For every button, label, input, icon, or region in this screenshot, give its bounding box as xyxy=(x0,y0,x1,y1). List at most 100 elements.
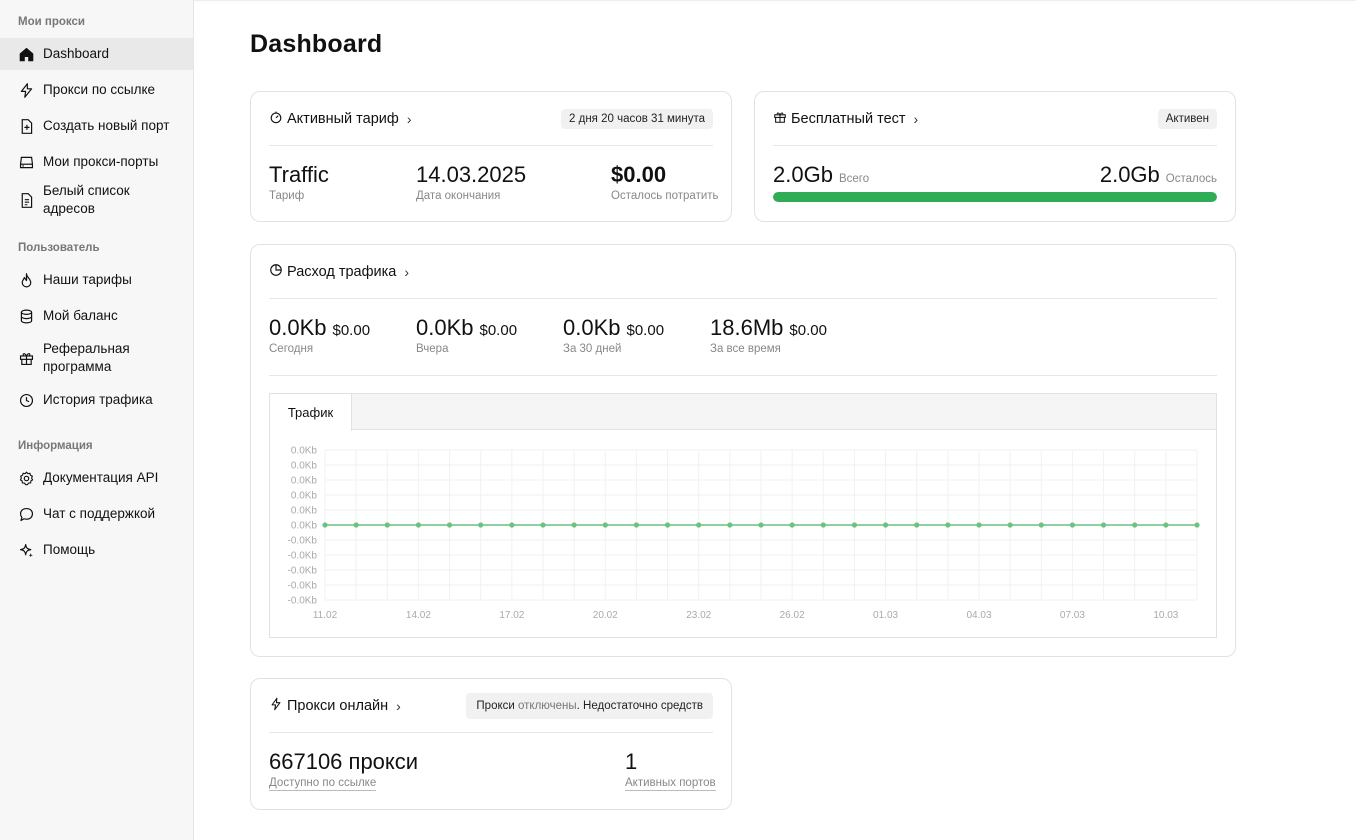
sidebar-item-my-ports[interactable]: Мои прокси-порты xyxy=(0,146,193,178)
sidebar-item-dashboard[interactable]: Dashboard xyxy=(0,38,193,70)
proxy-online-card: Прокси онлайн › Прокси отключены. Недост… xyxy=(250,678,732,810)
data-point xyxy=(914,522,920,528)
proxy-status-state: отключены xyxy=(518,699,577,712)
proxy-online-link[interactable]: Прокси онлайн › xyxy=(269,697,401,715)
tariff-end-date-stat: 14.03.2025 Дата окончания xyxy=(416,162,526,202)
proxy-status-badge: Прокси отключены. Недостаточно средств xyxy=(466,692,713,719)
traffic-stat-30-days: 0.0Kb $0.00 За 30 дней xyxy=(563,315,664,355)
data-point xyxy=(384,522,390,528)
data-point xyxy=(1163,522,1169,528)
active-tariff-card: Активный тариф › 2 дня 20 часов 31 минут… xyxy=(250,91,732,222)
sidebar-item-api-docs[interactable]: Документация API xyxy=(0,462,193,494)
sidebar-item-help[interactable]: Помощь xyxy=(0,534,193,566)
file-plus-icon xyxy=(18,118,35,135)
sidebar-item-label: Мой баланс xyxy=(43,308,118,323)
sidebar-item-label: Dashboard xyxy=(43,46,110,61)
sidebar-item-create-port[interactable]: Создать новый порт xyxy=(0,110,193,142)
traffic-line-chart: 0.0Kb 0.0Kb 0.0Kb 0.0Kb 0.0Kb 0.0Kb -0.0Kb -0.0… xyxy=(288,446,1200,621)
traffic-divider xyxy=(269,375,1217,376)
data-point xyxy=(1100,522,1107,528)
active-tariff-link[interactable]: Активный тариф › xyxy=(269,110,412,128)
sidebar-item-label: Создать новый порт xyxy=(43,118,170,133)
traffic-volume: 0.0Kb xyxy=(416,315,474,340)
sidebar-section-title: Пользователь xyxy=(18,242,100,254)
free-test-total: 2.0Gb xyxy=(773,162,833,187)
tariff-end-date-label: Дата окончания xyxy=(416,190,501,202)
chart-tab-bar: Трафик xyxy=(270,394,1216,431)
data-point xyxy=(1132,522,1138,528)
data-point xyxy=(820,522,826,528)
active-ports-stat: 1 Активных портов xyxy=(625,749,716,791)
data-point xyxy=(1069,522,1076,528)
x-tick-label: 07.03 xyxy=(1060,610,1085,621)
traffic-stat-yesterday: 0.0Kb $0.00 Вчера xyxy=(416,315,517,355)
y-tick-label: -0.0Kb xyxy=(288,566,318,577)
y-tick-label: 0.0Kb xyxy=(291,491,318,502)
x-tick-label: 20.02 xyxy=(593,610,618,621)
data-point xyxy=(696,522,702,528)
sidebar-item-traffic-history[interactable]: История трафика xyxy=(0,384,193,416)
sidebar-item-balance[interactable]: Мой баланс xyxy=(0,300,193,332)
data-point xyxy=(602,522,608,528)
data-point xyxy=(478,522,484,528)
sidebar-item-label: Наши тарифы xyxy=(43,272,132,287)
lightning-icon xyxy=(269,697,283,715)
free-test-total-label: Всего xyxy=(838,173,870,185)
drive-icon xyxy=(18,154,35,171)
chevron-right-icon: › xyxy=(406,110,412,127)
timer-icon xyxy=(269,110,283,128)
y-tick-label: -0.0Kb xyxy=(288,536,318,547)
data-point xyxy=(446,522,453,528)
active-ports-label[interactable]: Активных портов xyxy=(625,777,716,791)
free-test-left-stat: 2.0Gb Осталось xyxy=(1100,162,1217,188)
free-test-link[interactable]: Бесплатный тест › xyxy=(773,110,918,128)
y-tick-label: -0.0Kb xyxy=(288,596,318,607)
traffic-cost: $0.00 xyxy=(789,322,827,339)
x-tick-label: 17.02 xyxy=(499,610,524,621)
chat-icon xyxy=(18,506,35,523)
y-tick-label: 0.0Kb xyxy=(291,476,318,487)
data-point xyxy=(415,522,422,528)
tariff-remaining: $0.00 xyxy=(611,162,667,187)
x-tick-label: 14.02 xyxy=(406,610,431,621)
data-point xyxy=(633,522,640,528)
x-tick-label: 11.02 xyxy=(313,610,338,621)
home-icon xyxy=(18,46,35,63)
data-point xyxy=(976,522,982,528)
traffic-usage-link[interactable]: Расход трафика › xyxy=(269,263,409,281)
data-point xyxy=(1007,522,1013,528)
gift-icon xyxy=(18,350,35,367)
sidebar-item-support-chat[interactable]: Чат с поддержкой xyxy=(0,498,193,530)
tab-traffic[interactable]: Трафик xyxy=(270,394,352,431)
chevron-right-icon: › xyxy=(396,697,401,714)
sidebar-item-whitelist[interactable]: Белый список адресов xyxy=(0,182,193,218)
proxy-count-stat: 667106 прокси Доступно по ссылке xyxy=(269,749,418,791)
sidebar-item-label: Помощь xyxy=(43,542,96,557)
data-point xyxy=(1194,522,1200,528)
tariff-remaining-stat: $0.00 Осталось потратить xyxy=(611,162,719,202)
free-test-title: Бесплатный тест xyxy=(791,110,906,127)
sidebar-item-label: Документация API xyxy=(43,470,159,485)
sidebar-item-link-proxy[interactable]: Прокси по ссылке xyxy=(0,74,193,106)
chevron-right-icon: › xyxy=(404,263,410,280)
data-point xyxy=(727,522,733,528)
traffic-period-label: За 30 дней xyxy=(563,343,622,355)
data-point xyxy=(664,522,671,528)
traffic-usage-card: Расход трафика › 0.0Kb $0.00 Сегодня 0.0… xyxy=(250,244,1236,657)
y-tick-label: -0.0Kb xyxy=(288,581,318,592)
proxy-count-label[interactable]: Доступно по ссылке xyxy=(269,777,377,791)
sidebar-item-tariffs[interactable]: Наши тарифы xyxy=(0,264,193,296)
y-tick-label: 0.0Kb xyxy=(291,446,318,457)
data-point xyxy=(758,522,764,528)
database-icon xyxy=(18,308,35,325)
sidebar-item-label: Мои прокси-порты xyxy=(43,154,159,169)
data-point xyxy=(789,522,795,528)
tariff-time-left-badge: 2 дня 20 часов 31 минута xyxy=(561,108,713,129)
sidebar-item-referral[interactable]: Реферальная программа xyxy=(0,336,193,380)
traffic-volume: 0.0Kb xyxy=(563,315,621,340)
flame-icon xyxy=(18,272,35,289)
free-test-left: 2.0Gb xyxy=(1099,162,1160,187)
page-title: Dashboard xyxy=(250,30,383,58)
sidebar-section-title: Мои прокси xyxy=(18,16,85,28)
sidebar-item-label: Белый список адресов xyxy=(43,183,130,216)
